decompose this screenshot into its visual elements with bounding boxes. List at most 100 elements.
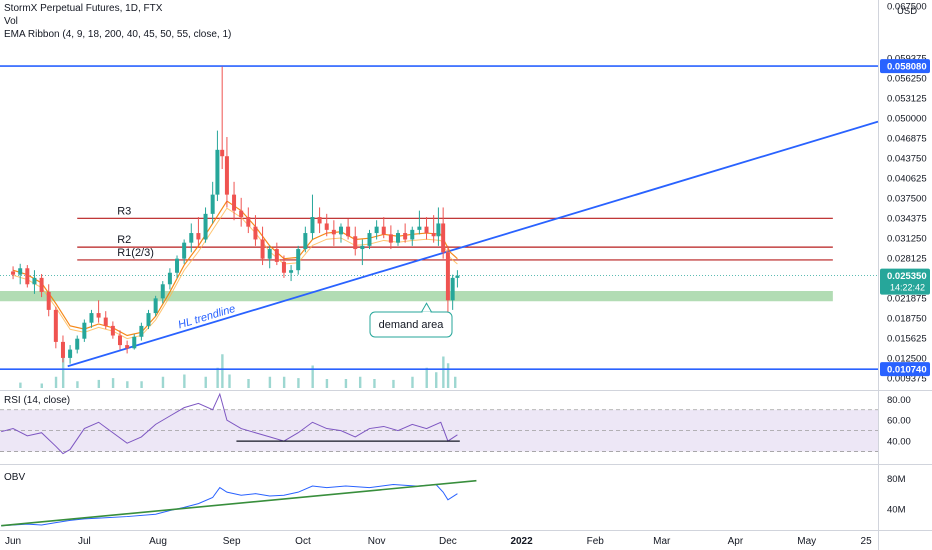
volume-bar: [442, 356, 445, 388]
time-tick-label: 2022: [510, 536, 533, 547]
candle-body: [220, 149, 225, 157]
candle-body: [353, 236, 358, 250]
candle-body: [450, 277, 455, 301]
rsi-tick-label: 60.00: [887, 416, 911, 427]
candle-body: [75, 338, 80, 350]
candle-body: [189, 233, 194, 243]
volume-bar: [411, 376, 414, 388]
volume-bar: [76, 381, 79, 388]
level-price-tag-text: 0.058080: [887, 62, 927, 73]
volume-bar: [183, 374, 186, 388]
volume-indicator-label: Vol: [4, 16, 18, 27]
candle-body: [11, 271, 16, 275]
volume-bar: [19, 382, 22, 388]
candle-body: [346, 226, 351, 237]
candle-body: [253, 226, 258, 240]
level-price-tag: [880, 362, 930, 377]
candle-body: [424, 226, 429, 234]
resistance-label: R2: [117, 234, 131, 246]
ema-ribbon-indicator-label: EMA Ribbon (4, 9, 18, 200, 40, 45, 50, 5…: [4, 29, 232, 40]
time-tick-label: Dec: [439, 536, 457, 547]
price-tick-label: 0.012500: [887, 353, 927, 364]
obv-line: [1, 484, 458, 527]
volume-bar: [228, 374, 231, 388]
candle-body: [175, 258, 180, 273]
volume-bar: [435, 372, 438, 388]
volume-bar: [282, 376, 286, 388]
candle-body: [139, 325, 144, 337]
candle-body: [338, 226, 343, 235]
candle-body: [396, 233, 401, 243]
symbol-title: StormX Perpetual Futures, 1D, FTX: [4, 3, 163, 14]
candle-body: [103, 317, 108, 326]
time-tick-label: May: [797, 536, 816, 547]
candle-body: [96, 313, 101, 318]
time-tick-label: Nov: [368, 536, 386, 547]
candle-body: [182, 242, 187, 259]
callout-pointer-icon: [420, 302, 433, 313]
time-tick-label: Jul: [78, 536, 91, 547]
time-tick-label: Aug: [149, 536, 167, 547]
candle-body: [82, 322, 87, 339]
demand-area-label: demand area: [379, 319, 445, 331]
volume-bar: [54, 376, 58, 388]
candle-body: [417, 226, 422, 230]
price-tick-label: 0.040625: [887, 173, 927, 184]
current-price-tag: [880, 268, 930, 295]
candle-body: [196, 233, 201, 240]
volume-bar: [61, 356, 65, 388]
volume-bar: [204, 376, 207, 388]
candle-body: [53, 309, 58, 342]
rsi-tick-label: 40.00: [887, 437, 911, 448]
candle-body: [260, 239, 265, 259]
level-price-tag: [880, 59, 930, 74]
volume-bar: [392, 379, 395, 388]
volume-bar: [311, 365, 314, 388]
price-tick-label: 0.021875: [887, 293, 927, 304]
volume-bar: [268, 376, 272, 388]
candle-body: [68, 349, 73, 358]
candle-body: [167, 272, 172, 285]
resistance-label: R1(2/3): [117, 247, 154, 259]
obv-tick-label: 80M: [887, 474, 906, 485]
obv-trendline: [1, 479, 477, 527]
price-tick-label: 0.053125: [887, 93, 927, 104]
candle-body: [455, 275, 460, 278]
candle-body: [146, 313, 151, 326]
price-tick-label: 0.015625: [887, 333, 927, 344]
price-tick-label: 0.059375: [887, 53, 927, 64]
candle-body: [403, 233, 408, 240]
candle-body: [60, 341, 65, 358]
obv-tick-label: 40M: [887, 504, 906, 515]
volume-bar: [297, 378, 300, 388]
time-tick-label: 25: [861, 536, 873, 547]
volume-bar: [140, 381, 143, 388]
price-tick-label: 0.046875: [887, 133, 927, 144]
volume-bar: [425, 367, 428, 388]
candle-body: [388, 234, 393, 243]
candle-body: [46, 291, 51, 310]
time-tick-label: Oct: [295, 536, 311, 547]
candle-body: [232, 194, 237, 211]
price-tick-label: 0.056250: [887, 73, 927, 84]
time-tick-label: Mar: [653, 536, 671, 547]
price-tick-label: 0.067500: [887, 1, 927, 12]
candle-body: [274, 249, 279, 262]
volume-bar: [161, 376, 165, 388]
price-tick-label: 0.018750: [887, 313, 927, 324]
candle-body: [267, 249, 272, 259]
volume-bar: [373, 379, 376, 388]
rsi-tick-label: 80.00: [887, 395, 911, 406]
price-tick-label: 0.050000: [887, 113, 927, 124]
candle-body: [210, 194, 215, 214]
hl-trendline: [67, 120, 879, 368]
candle-body: [117, 335, 122, 346]
obv-title: OBV: [4, 472, 25, 483]
candle-body: [441, 223, 446, 253]
candle-body: [431, 233, 436, 237]
candle-body: [303, 233, 308, 250]
volume-bar: [111, 378, 115, 388]
candle-body: [445, 252, 450, 301]
time-tick-label: Feb: [587, 536, 605, 547]
